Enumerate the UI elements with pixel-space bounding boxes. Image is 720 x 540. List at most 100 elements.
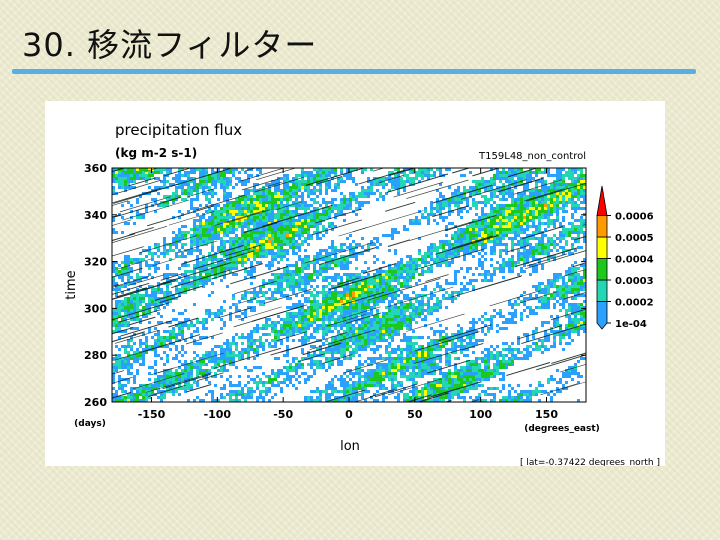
precip-cell	[556, 180, 559, 183]
precip-cell	[226, 171, 229, 174]
precip-cell	[196, 225, 199, 228]
precip-cell	[502, 261, 505, 264]
precip-cell	[490, 321, 493, 324]
precip-cell	[319, 177, 322, 180]
precip-cell	[322, 303, 325, 306]
precip-cell	[145, 291, 148, 294]
precip-cell	[367, 186, 370, 189]
precip-cell	[469, 246, 472, 249]
precip-cell	[541, 282, 544, 285]
precip-cell	[520, 195, 523, 198]
precip-cell	[502, 222, 505, 225]
precip-cell	[388, 177, 391, 180]
precip-cell	[319, 189, 322, 192]
precip-cell	[223, 273, 226, 276]
precip-cell	[373, 282, 376, 285]
precip-cell	[565, 300, 568, 303]
precip-cell	[472, 336, 475, 339]
precip-cell	[199, 252, 202, 255]
precip-cell	[583, 219, 586, 222]
precip-cell	[205, 171, 208, 174]
precip-cell	[130, 312, 133, 315]
precip-cell	[172, 201, 175, 204]
precip-cell	[490, 276, 493, 279]
precip-cell	[481, 234, 484, 237]
precip-cell	[178, 177, 181, 180]
precip-cell	[583, 240, 586, 243]
precip-cell	[571, 195, 574, 198]
precip-cell	[316, 207, 319, 210]
precip-cell	[367, 246, 370, 249]
precip-cell	[298, 195, 301, 198]
precip-cell	[490, 279, 493, 282]
precip-cell	[217, 258, 220, 261]
precip-cell	[463, 198, 466, 201]
precip-cell	[502, 186, 505, 189]
precip-cell	[214, 255, 217, 258]
precip-cell	[556, 318, 559, 321]
precip-cell	[508, 261, 511, 264]
precip-cell	[115, 327, 118, 330]
precip-cell	[310, 303, 313, 306]
precip-cell	[301, 183, 304, 186]
precip-cell	[367, 180, 370, 183]
precip-cell	[307, 282, 310, 285]
precip-cell	[289, 246, 292, 249]
precip-cell	[526, 249, 529, 252]
precip-cell	[115, 171, 118, 174]
precip-cell	[571, 204, 574, 207]
precip-cell	[118, 177, 121, 180]
precip-cell	[148, 285, 151, 288]
precip-cell	[352, 279, 355, 282]
precip-cell	[403, 321, 406, 324]
precip-cell	[409, 273, 412, 276]
precip-cell	[403, 264, 406, 267]
precip-cell	[580, 279, 583, 282]
precip-cell	[553, 192, 556, 195]
precip-cell	[313, 186, 316, 189]
precip-cell	[343, 204, 346, 207]
precip-cell	[544, 216, 547, 219]
precip-cell	[286, 339, 289, 342]
precip-cell	[568, 276, 571, 279]
precip-cell	[382, 195, 385, 198]
precip-cell	[232, 273, 235, 276]
precip-cell	[220, 270, 223, 273]
precip-cell	[541, 306, 544, 309]
precip-cell	[451, 195, 454, 198]
precip-cell	[583, 198, 586, 201]
precip-cell	[211, 291, 214, 294]
precip-cell	[277, 204, 280, 207]
precip-cell	[475, 279, 478, 282]
precip-cell	[235, 258, 238, 261]
precip-cell	[526, 201, 529, 204]
precip-cell	[325, 279, 328, 282]
precip-cell	[562, 189, 565, 192]
precip-cell	[310, 279, 313, 282]
precip-cell	[340, 201, 343, 204]
precip-cell	[160, 339, 163, 342]
precip-cell	[397, 318, 400, 321]
precip-cell	[280, 201, 283, 204]
precip-cell	[493, 219, 496, 222]
precip-cell	[421, 168, 424, 171]
precip-cell	[439, 336, 442, 339]
precip-cell	[226, 195, 229, 198]
precip-cell	[307, 186, 310, 189]
precip-cell	[403, 270, 406, 273]
precip-cell	[388, 270, 391, 273]
precip-cell	[541, 192, 544, 195]
precip-cell	[301, 324, 304, 327]
precip-cell	[271, 204, 274, 207]
precip-cell	[178, 186, 181, 189]
precip-cell	[529, 177, 532, 180]
precip-cell	[262, 198, 265, 201]
precip-cell	[406, 324, 409, 327]
precip-cell	[271, 198, 274, 201]
precip-cell	[499, 216, 502, 219]
precip-cell	[568, 303, 571, 306]
precip-cell	[220, 174, 223, 177]
precip-cell	[142, 171, 145, 174]
precip-cell	[334, 186, 337, 189]
precip-cell	[250, 174, 253, 177]
